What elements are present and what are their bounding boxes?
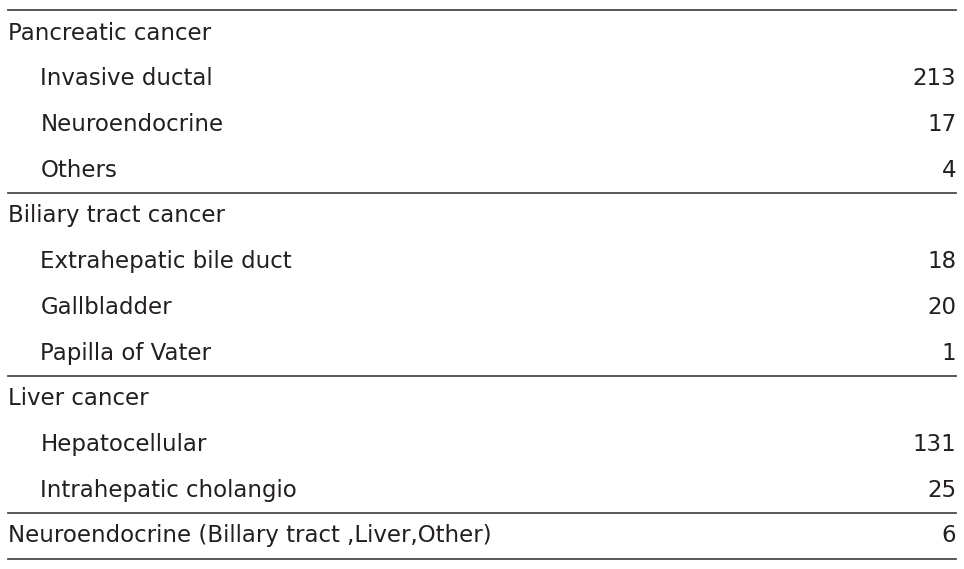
Text: 1: 1 bbox=[942, 341, 956, 365]
Text: Extrahepatic bile duct: Extrahepatic bile duct bbox=[40, 250, 292, 273]
Text: Others: Others bbox=[40, 159, 118, 182]
Text: Gallbladder: Gallbladder bbox=[40, 296, 173, 319]
Text: Liver cancer: Liver cancer bbox=[8, 387, 148, 410]
Text: Neuroendocrine (Billary tract ,Liver,Other): Neuroendocrine (Billary tract ,Liver,Oth… bbox=[8, 525, 492, 547]
Text: Biliary tract cancer: Biliary tract cancer bbox=[8, 204, 225, 228]
Text: 131: 131 bbox=[913, 433, 956, 456]
Text: 213: 213 bbox=[913, 67, 956, 90]
Text: Pancreatic cancer: Pancreatic cancer bbox=[8, 22, 211, 44]
Text: Invasive ductal: Invasive ductal bbox=[40, 67, 213, 90]
Text: Intrahepatic cholangio: Intrahepatic cholangio bbox=[40, 479, 297, 502]
Text: 17: 17 bbox=[927, 113, 956, 136]
Text: 20: 20 bbox=[927, 296, 956, 319]
Text: Hepatocellular: Hepatocellular bbox=[40, 433, 207, 456]
Text: 25: 25 bbox=[927, 479, 956, 502]
Text: Neuroendocrine: Neuroendocrine bbox=[40, 113, 224, 136]
Text: 4: 4 bbox=[942, 159, 956, 182]
Text: Papilla of Vater: Papilla of Vater bbox=[40, 341, 211, 365]
Text: 18: 18 bbox=[927, 250, 956, 273]
Text: 6: 6 bbox=[942, 525, 956, 547]
